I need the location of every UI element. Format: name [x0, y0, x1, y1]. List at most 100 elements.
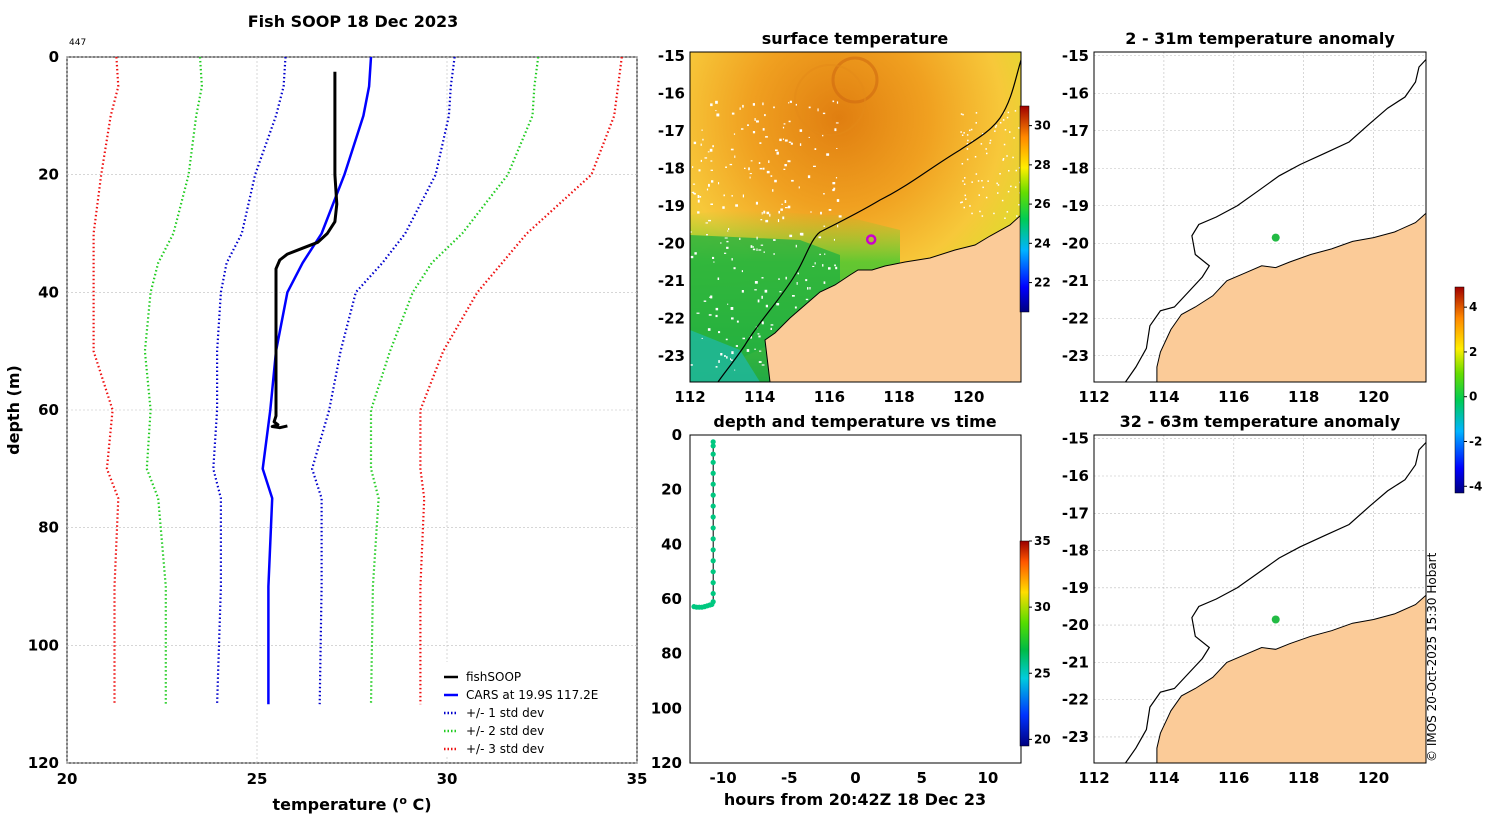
colorbar-tick-label: -4: [1469, 479, 1482, 493]
time-xtick-label: -5: [781, 769, 798, 787]
map-xtick-label: 120: [953, 388, 984, 406]
map-xtick-label: 118: [883, 388, 914, 406]
map-xtick-label: 116: [1218, 769, 1249, 787]
map-ytick-label: -19: [1062, 579, 1089, 597]
profile-xtick-label: 25: [247, 770, 268, 788]
profile-xtick-label: 30: [437, 770, 458, 788]
map-ytick-label: -23: [1062, 728, 1089, 746]
colorbar-tick-label: 35: [1034, 534, 1051, 548]
anom1-title: 2 - 31m temperature anomaly: [1125, 29, 1395, 48]
profile-legend: fishSOOP CARS at 19.9S 117.2E +/- 1 std de…: [437, 662, 623, 756]
time-plot: depth and temperature vs time -10 -5 0 5 100…: [651, 412, 1051, 809]
map-ytick-label: -20: [1062, 616, 1089, 634]
anom1-shelf-contour: [1125, 59, 1427, 383]
sst-ticks: 112 114 116 118 120 -15 -16 -17 -18 -19 -20 -21 -22 -…: [658, 47, 985, 406]
time-point: [710, 580, 716, 586]
time-point: [710, 599, 716, 605]
map-ytick-label: -17: [1062, 504, 1089, 522]
map-ytick-label: -21: [1062, 272, 1089, 290]
time-point: [710, 525, 716, 531]
time-xtick-label: 5: [916, 769, 926, 787]
time-point: [710, 492, 716, 498]
legend-label: +/- 2 std dev: [466, 724, 544, 738]
colorbar-tick-label: 0: [1469, 390, 1477, 404]
sst-land: [764, 214, 1021, 382]
time-point: [710, 569, 716, 575]
profile-corner-label: 447: [69, 38, 86, 48]
time-point: [710, 590, 716, 597]
anomaly-map-lower: 32 - 63m temperature anomaly 112 114 116 11…: [1062, 412, 1427, 787]
anom2-shelf-contour: [1125, 442, 1427, 764]
profile-ytick-label: 60: [38, 401, 59, 419]
profile-series-line: [369, 56, 540, 705]
colorbar-tick-label: 4: [1469, 300, 1477, 314]
profile-xtick-label: 20: [57, 770, 78, 788]
anomaly-colorbar-ticks: -4 -2 0 2 4: [1464, 300, 1482, 493]
anom1-station: [1271, 233, 1280, 242]
time-ytick-label: 120: [651, 754, 682, 772]
map-ytick-label: -15: [658, 47, 685, 65]
map-xtick-label: 118: [1288, 388, 1319, 406]
profile-title: Fish SOOP 18 Dec 2023: [248, 12, 458, 31]
anom1-ticks: 112 114 116 118 120 -15 -16 -17 -18 -19 -20 -21 -22 -…: [1062, 47, 1389, 406]
anom2-ticks: 112 114 116 118 120 -15 -16 -17 -18 -19 -20 -21 -22 -…: [1062, 430, 1389, 787]
map-ytick-label: -22: [1062, 691, 1089, 709]
time-xlabel: hours from 20:42Z 18 Dec 23: [724, 790, 986, 809]
time-ytick-label: 20: [661, 481, 682, 499]
colorbar-tick-label: 30: [1034, 600, 1051, 614]
profile-xlabel: temperature (o C): [272, 794, 431, 814]
colorbar-tick-label: 28: [1034, 158, 1051, 172]
map-ytick-label: -23: [658, 347, 685, 365]
profile-ytick-label: 100: [28, 636, 59, 654]
map-ytick-label: -17: [658, 122, 685, 140]
map-xtick-label: 120: [1358, 388, 1389, 406]
map-ytick-label: -15: [1062, 430, 1089, 448]
time-points: [691, 439, 716, 610]
sst-title: surface temperature: [762, 29, 949, 48]
map-ytick-label: -22: [658, 309, 685, 327]
map-ytick-label: -18: [1062, 542, 1089, 560]
map-xtick-label: 114: [1148, 769, 1179, 787]
map-xtick-label: 112: [1078, 388, 1109, 406]
map-ytick-label: -20: [658, 234, 685, 252]
time-point: [710, 439, 716, 445]
map-ytick-label: -16: [658, 84, 685, 102]
map-xtick-label: 114: [744, 388, 775, 406]
anom1-axes-box: [1093, 51, 1427, 383]
map-ytick-label: -17: [1062, 122, 1089, 140]
map-ytick-label: -20: [1062, 234, 1089, 252]
anom2-axes-box: [1093, 434, 1427, 764]
time-point: [710, 558, 716, 564]
profile-series-line: [261, 56, 373, 705]
profile-series-line: [270, 71, 339, 430]
time-point: [710, 459, 716, 465]
colorbar-tick-label: 24: [1034, 236, 1051, 250]
sst-field: [690, 52, 1021, 382]
time-point: [710, 443, 716, 449]
time-colorbar: [1019, 540, 1030, 747]
time-ytick-label: 40: [661, 535, 682, 553]
station-marker: [865, 234, 877, 245]
cloud-mask: [690, 100, 1021, 371]
colorbar-tick-label: 25: [1034, 666, 1051, 680]
legend-label: CARS at 19.9S 117.2E: [466, 688, 598, 702]
colorbar-tick-label: -2: [1469, 435, 1482, 449]
profile-series: [92, 56, 623, 705]
profile-grid: [66, 56, 638, 764]
sst-colorbar: [1019, 105, 1030, 313]
colorbar-tick-label: 26: [1034, 197, 1051, 211]
time-point: [710, 547, 716, 553]
profile-series-line: [419, 56, 623, 705]
anom1-land: [1156, 212, 1427, 383]
map-ytick-label: -19: [658, 197, 685, 215]
colorbar-tick-label: 20: [1034, 732, 1051, 746]
imos-stamp: © IMOS 20-Oct-2025 15:30 Hobart: [1425, 552, 1439, 762]
time-point: [710, 451, 716, 457]
legend-label: fishSOOP: [466, 670, 521, 684]
profile-series-line: [143, 56, 203, 705]
map-xtick-label: 120: [1358, 769, 1389, 787]
map-ytick-label: -18: [1062, 159, 1089, 177]
profile-ytick-label: 0: [49, 48, 59, 66]
time-title: depth and temperature vs time: [713, 412, 996, 431]
